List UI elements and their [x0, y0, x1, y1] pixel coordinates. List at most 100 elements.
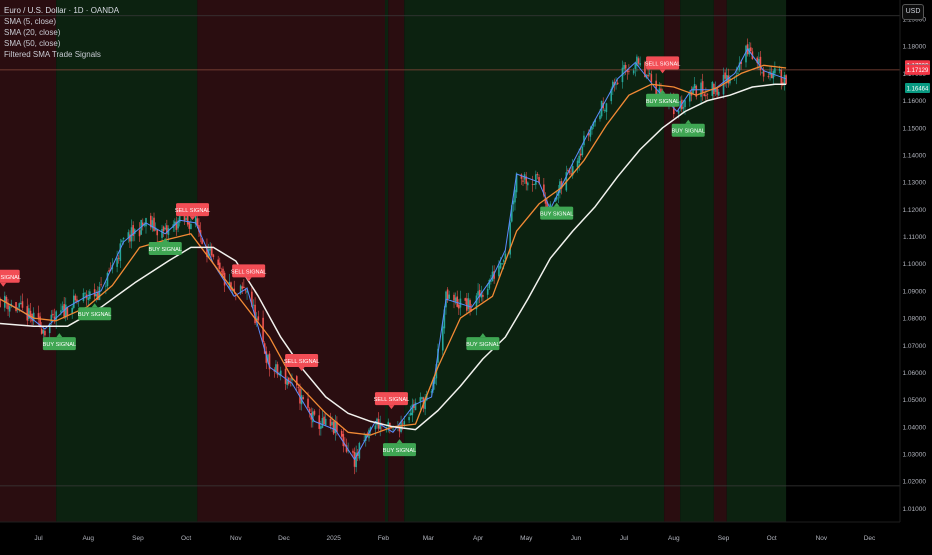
candle-body — [400, 421, 402, 432]
candle-body — [520, 174, 523, 179]
candle — [162, 225, 165, 238]
x-tick-label: Jun — [571, 535, 582, 542]
candle — [581, 143, 584, 158]
candle — [190, 218, 192, 230]
candle-body — [267, 354, 269, 363]
candle-body — [105, 285, 107, 287]
currency-button[interactable]: USD — [902, 4, 924, 20]
candle-body — [456, 296, 459, 307]
candle — [32, 307, 35, 326]
candle-body — [408, 417, 410, 421]
candle — [628, 64, 630, 75]
candle-body — [233, 288, 236, 292]
candle-body — [174, 221, 176, 226]
candle-body — [579, 153, 582, 156]
candle — [40, 322, 43, 335]
candle — [634, 61, 637, 77]
candle — [153, 212, 155, 232]
buy-signal: BUY SIGNAL — [671, 119, 705, 137]
candle-body — [693, 84, 696, 89]
signal-text: BUY SIGNAL — [148, 247, 181, 253]
candle — [0, 296, 1, 308]
signal-box — [0, 269, 20, 283]
candle — [475, 293, 478, 316]
candle — [320, 420, 322, 436]
bull-zone — [56, 0, 198, 522]
candle — [636, 54, 638, 72]
signal-box — [232, 264, 266, 278]
candle-body — [161, 228, 163, 238]
candle — [334, 414, 337, 441]
signal-text: BUY SIGNAL — [78, 312, 111, 318]
candle — [637, 56, 640, 66]
candle-body — [706, 93, 709, 95]
signal-box — [466, 337, 500, 351]
candle-body — [482, 294, 484, 297]
candle-body — [647, 74, 649, 77]
candle-body — [750, 47, 752, 52]
candle-body — [100, 284, 102, 286]
candle-body — [340, 430, 343, 437]
candle-body — [374, 425, 377, 430]
candle-body — [122, 237, 125, 239]
candle — [458, 299, 460, 315]
candle-body — [206, 246, 208, 257]
x-tick-label: Jul — [620, 535, 629, 542]
candle — [725, 67, 728, 89]
candle-body — [467, 298, 470, 309]
bear-zone — [713, 0, 727, 522]
candle — [210, 243, 213, 258]
candle-body — [302, 397, 305, 400]
candle-body — [515, 173, 518, 193]
buy-signal: BUY SIGNAL — [148, 237, 182, 255]
candle — [151, 216, 154, 232]
candle-body — [413, 404, 415, 409]
candle-body — [499, 262, 502, 269]
candle-body — [154, 227, 157, 231]
legend-sma50[interactable]: SMA (50, close) — [4, 39, 61, 48]
candle-body — [133, 229, 136, 235]
candle-body — [738, 62, 741, 71]
candle-body — [430, 391, 433, 393]
candle — [133, 228, 136, 242]
candle-body — [480, 293, 483, 298]
candle-body — [576, 160, 579, 168]
candle-body — [510, 205, 513, 222]
candle — [464, 297, 467, 305]
candle — [448, 290, 450, 300]
candle-body — [419, 397, 422, 403]
legend-sma5[interactable]: SMA (5, close) — [4, 17, 57, 26]
candle — [419, 392, 422, 410]
candle-body — [21, 301, 24, 308]
candle-body — [185, 218, 187, 220]
candle — [340, 429, 343, 441]
candle-body — [692, 87, 694, 94]
sell-signal: SELL SIGNAL — [645, 56, 680, 74]
candle-body — [26, 306, 29, 321]
candle-body — [132, 225, 134, 236]
candle-body — [145, 218, 147, 227]
candle-body — [525, 176, 528, 184]
legend-signals[interactable]: Filtered SMA Trade Signals — [4, 50, 101, 59]
x-tick-label: Oct — [767, 535, 777, 542]
candle-body — [323, 416, 325, 425]
buy-signal: BUY SIGNAL — [540, 202, 573, 220]
candle — [717, 89, 720, 97]
candle-body — [477, 291, 479, 296]
candle — [105, 281, 107, 295]
candle — [441, 320, 444, 356]
candle-body — [634, 64, 637, 69]
buy-signal: BUY SIGNAL — [43, 333, 76, 351]
candle-body — [555, 196, 558, 200]
legend-sma20[interactable]: SMA (20, close) — [4, 28, 61, 37]
candle-body — [568, 170, 571, 173]
candle-body — [222, 268, 224, 275]
candle — [262, 310, 264, 345]
x-tick-label: Nov — [230, 535, 242, 542]
candle-body — [106, 272, 109, 286]
chart-legend: Euro / U.S. Dollar · 1D · OANDA SMA (5, … — [4, 5, 119, 60]
candle-body — [246, 290, 248, 293]
candle-body — [50, 314, 53, 322]
